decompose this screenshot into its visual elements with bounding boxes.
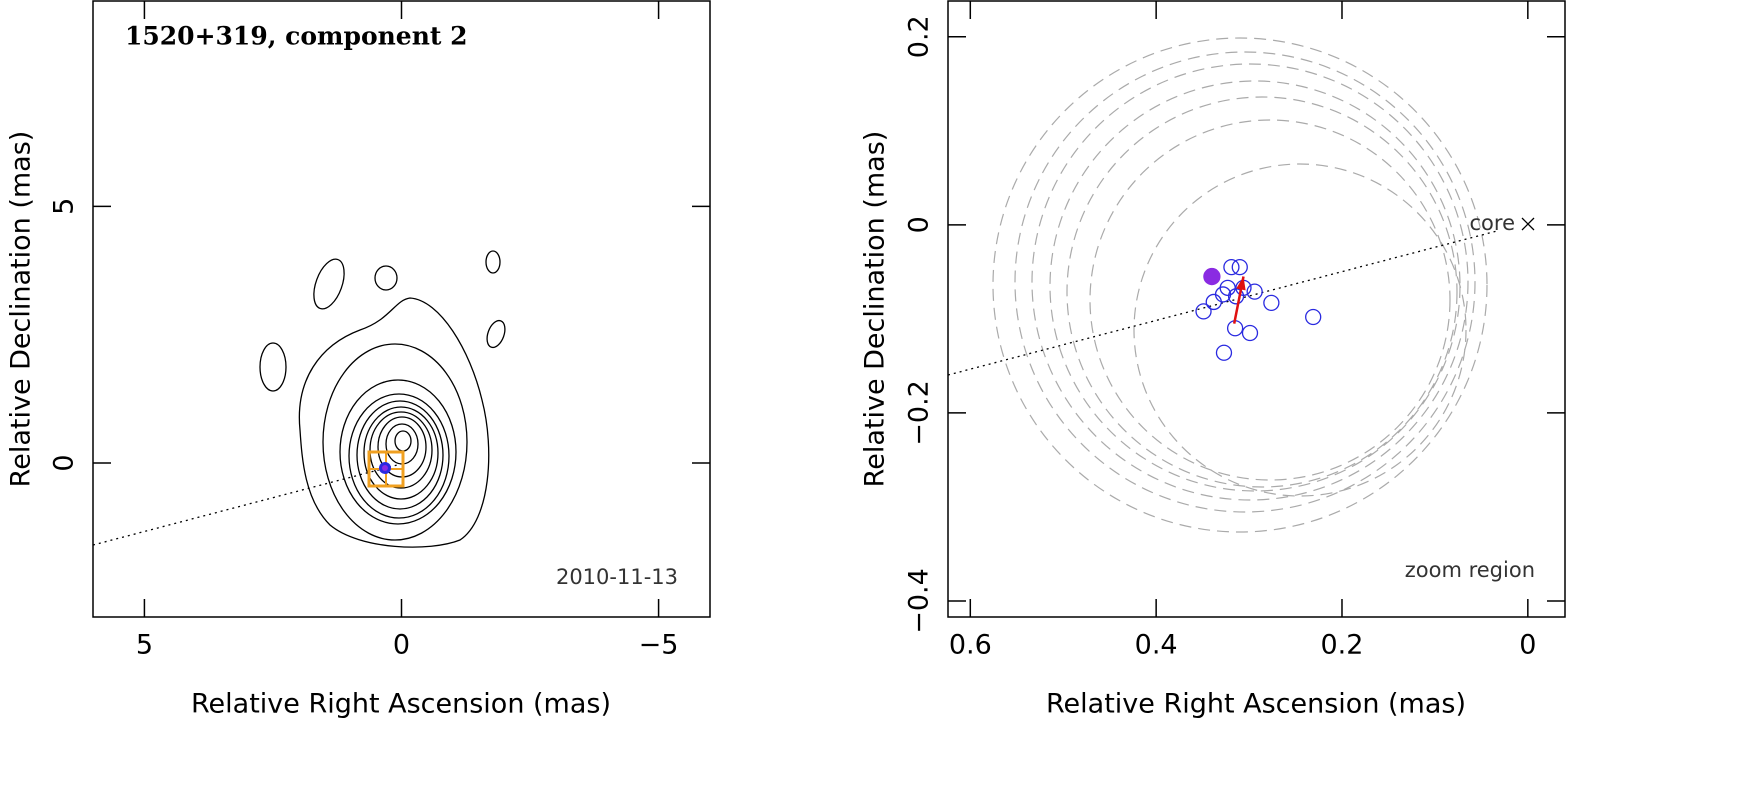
contour [313,258,345,310]
data-point [1241,324,1259,342]
contour [356,400,444,510]
y-tick-label: 0.2 [904,15,935,58]
x-tick-label: 0 [1519,630,1536,661]
uncertainty-circle [1066,96,1458,488]
uncertainty-circle [1031,63,1469,501]
core-marker [1521,217,1535,231]
x-tick-label: 0.6 [949,630,992,661]
x-tick-label: 5 [136,630,153,661]
x-tick-label: 0.4 [1135,630,1178,661]
zoom-label: zoom region [1405,558,1535,582]
contour [369,411,433,489]
contour [363,406,439,500]
data-point [1195,303,1212,320]
x-axis-label: Relative Right Ascension (mas) [191,689,611,720]
y-tick-label: −0.2 [904,380,935,446]
data-point [1215,344,1233,361]
x-axis-label: Relative Right Ascension (mas) [1046,689,1466,720]
data-point [1203,267,1221,286]
data-point [1246,283,1263,300]
y-tick-label: 0 [49,454,80,471]
y-tick-label: 0 [904,216,935,233]
panel-title: 1520+319, component 2 [125,22,468,51]
contour [322,343,468,541]
component-marker [382,465,388,471]
uncertainty-circle [1089,119,1451,481]
data-point [1263,294,1280,312]
y-tick-label: 5 [49,198,80,215]
uncertainty-circle [1049,80,1461,492]
contours [259,250,506,548]
y-tick-label: −0.4 [904,568,935,634]
contour [259,342,287,392]
jet-axis [947,230,1498,376]
y-axis-label: Relative Declination (mas) [6,131,37,488]
data-point [1305,308,1322,326]
data-point [1223,258,1240,276]
right-frame [947,0,1566,618]
y-axis-label: Relative Declination (mas) [860,131,891,488]
contour [298,297,490,548]
left-frame [92,0,711,618]
contour [339,379,457,525]
contour [374,265,398,291]
contour [486,319,506,349]
x-tick-label: 0.2 [1321,630,1364,661]
jet-axis [92,463,402,546]
x-tick-label: −5 [639,630,679,661]
date-label: 2010-11-13 [556,565,678,589]
uncertainty-circle [1014,51,1476,513]
core-label: core [1470,211,1516,235]
x-tick-label: 0 [393,630,410,661]
contour [394,430,412,452]
uncertainty-circle [992,37,1488,533]
arrow-head [1236,276,1246,291]
uncertainty-circles [992,37,1488,533]
uncertainty-circle [1133,163,1467,497]
contour [485,250,501,274]
contour [348,393,450,519]
data-point [1205,293,1222,311]
data-point [1231,258,1248,276]
